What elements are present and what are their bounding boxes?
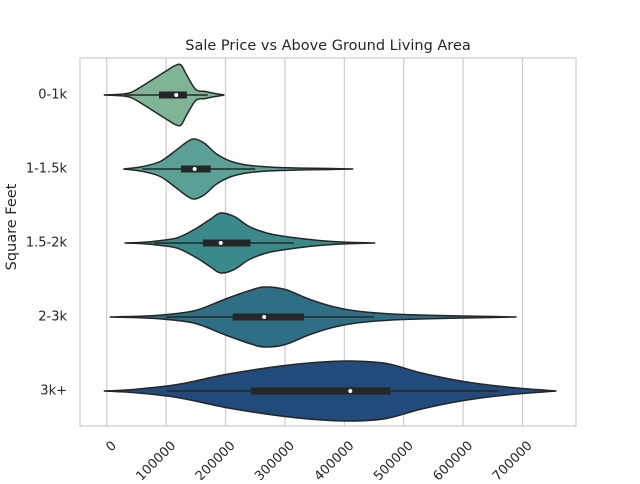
chart-title: Sale Price vs Above Ground Living Area [185,38,471,54]
violin-iqr-box-3 [232,313,304,321]
x-tick-label-0: 0 [103,438,119,454]
violin-1-1.5k [123,138,354,200]
y-axis-label: Square Feet [4,183,20,270]
x-tick-labels: 0 100000 200000 300000 400000 500000 600000 700… [103,438,536,484]
y-tick-label-0: 0-1k [38,88,67,103]
plot-frame [79,57,577,427]
violin-median-2 [218,241,223,245]
violin-3k+ [103,360,557,422]
x-tick-label-3: 300000 [252,438,298,480]
y-tick-label-4: 3k+ [40,384,67,399]
violin-median-0 [174,93,179,97]
x-tick-label-1: 100000 [133,438,179,480]
violin-median-1 [192,167,197,171]
x-tick-label-6: 600000 [430,438,476,480]
violin-2-3k [109,286,517,348]
violin-median-4 [348,389,353,393]
y-tick-label-1: 1-1.5k [26,162,68,177]
violin-0-1k [103,63,225,127]
y-tick-labels: 0-1k 1-1.5k 1.5-2k 2-3k 3k+ [26,88,68,399]
violin-iqr-box-0 [159,91,187,99]
x-tick-label-7: 700000 [490,438,536,480]
x-tick-label-5: 500000 [371,438,417,480]
x-tick-label-4: 400000 [312,438,358,480]
x-tick-label-2: 200000 [193,438,239,480]
y-tick-label-2: 1.5-2k [26,236,68,251]
violin-iqr-box-2 [202,239,251,247]
y-tick-label-3: 2-3k [38,310,67,325]
violin-median-3 [262,315,267,319]
violin-iqr-box-4 [251,387,391,395]
violin-1.5-2k [124,212,376,274]
violins [103,63,557,422]
